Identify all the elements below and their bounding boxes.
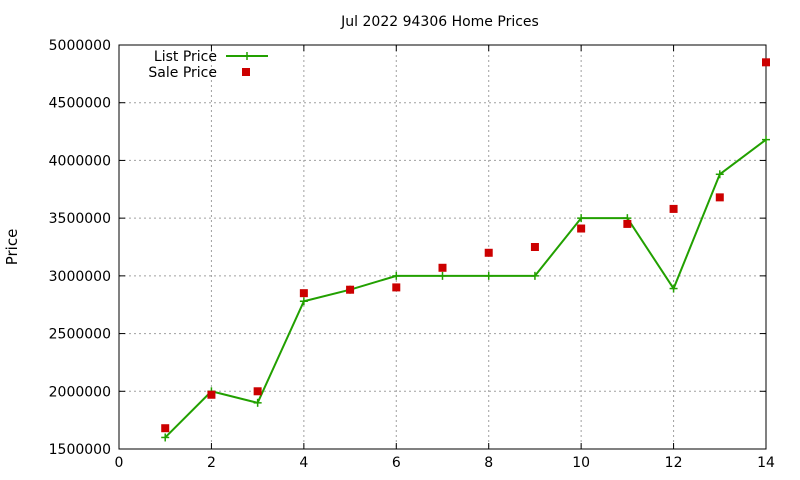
x-tick-label: 6 xyxy=(392,455,401,471)
list-price-point xyxy=(762,135,770,144)
sale-price-point xyxy=(762,58,770,67)
y-tick-label: 4500000 xyxy=(49,96,111,112)
y-tick-label: 5000000 xyxy=(49,38,111,54)
list-price-point xyxy=(577,214,586,223)
grid-lines xyxy=(119,45,766,449)
sale-price-point xyxy=(438,263,447,272)
sale-price-legend-marker xyxy=(242,68,250,76)
list-price-point xyxy=(392,271,401,280)
sale-price-point xyxy=(346,285,355,294)
y-tick-label: 1500000 xyxy=(49,442,111,458)
list-price-legend-label: List Price xyxy=(154,49,217,65)
sale-price-point xyxy=(484,248,493,257)
sale-price-point xyxy=(299,289,308,298)
y-tick-label: 2500000 xyxy=(49,327,111,343)
sale-price-point xyxy=(530,243,539,251)
list-price-point xyxy=(715,170,724,179)
sale-price-point xyxy=(392,283,401,292)
list-price-point xyxy=(161,433,170,442)
y-axis-label: Price xyxy=(3,229,21,266)
sale-price-point xyxy=(253,387,262,396)
plot-frame xyxy=(118,44,767,450)
sale-price-legend-label: Sale Price xyxy=(148,65,217,81)
list-price-point xyxy=(530,271,539,280)
sale-price-point xyxy=(669,204,678,213)
sale-price-point xyxy=(207,390,216,399)
list-price-line xyxy=(164,138,767,439)
x-tick-label: 14 xyxy=(757,455,775,471)
list-price-point xyxy=(299,297,308,306)
list-price-point xyxy=(669,284,678,293)
sale-price-point xyxy=(577,224,586,233)
x-tick-label: 2 xyxy=(207,455,216,471)
axis-ticks: 0 2 4 6 8 10 12 14 1500000 2000000 2500000 3000000 3… xyxy=(49,38,775,471)
sale-price-point xyxy=(715,193,724,202)
x-tick-label: 10 xyxy=(572,455,590,471)
x-tick-label: 8 xyxy=(484,455,493,471)
series-layer xyxy=(161,58,770,442)
list-price-point xyxy=(253,398,262,407)
sale-price-point xyxy=(623,219,632,228)
y-tick-label: 3500000 xyxy=(49,211,111,227)
y-tick-label: 2000000 xyxy=(49,384,111,400)
y-tick-label: 4000000 xyxy=(49,153,111,169)
list-price-point xyxy=(438,271,447,280)
x-tick-label: 0 xyxy=(115,455,124,471)
x-tick-label: 12 xyxy=(665,455,683,471)
chart-title: Jul 2022 94306 Home Prices xyxy=(340,14,539,30)
sale-price-point xyxy=(161,424,170,433)
list-price-point xyxy=(484,271,493,280)
y-tick-label: 3000000 xyxy=(49,269,111,285)
x-tick-label: 4 xyxy=(299,455,308,471)
list-price-legend-marker xyxy=(243,52,251,60)
